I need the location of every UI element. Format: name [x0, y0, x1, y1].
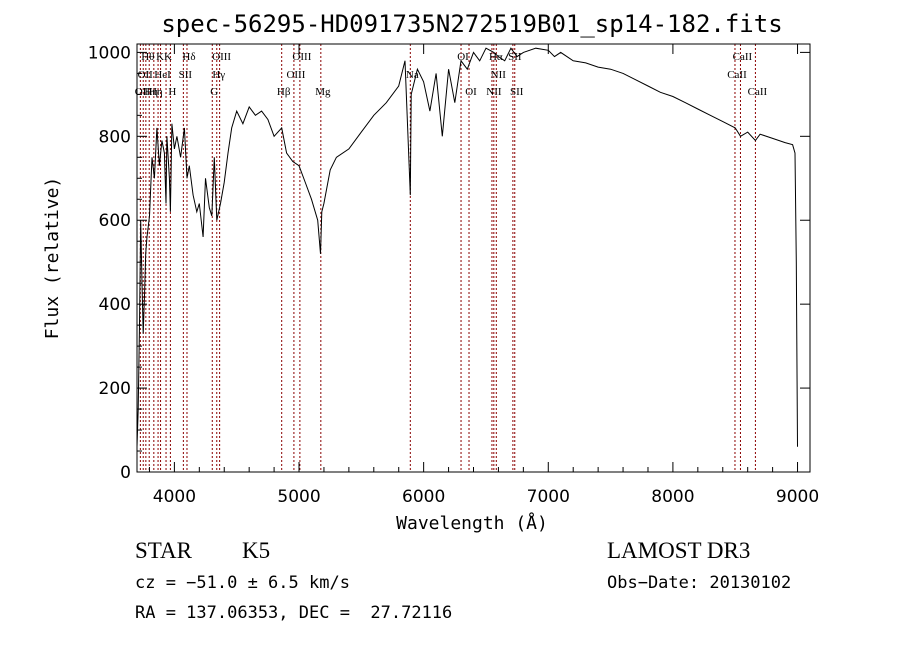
y-axis: 0 200 400 600 800 1000 [88, 43, 810, 483]
spectral-line-markers [139, 44, 756, 472]
line-label: H [168, 86, 176, 98]
chart-title: spec-56295-HD091735N272519B01_sp14-182.f… [161, 10, 782, 38]
coordinates: RA = 137.06353, DEC = 27.72116 [135, 603, 453, 623]
x-axis-label: Wavelength (Å) [396, 512, 548, 534]
line-label: OIII [286, 69, 305, 81]
line-label: OII [138, 69, 154, 81]
line-label: Hη [144, 86, 158, 98]
object-subclass: K5 [242, 538, 271, 563]
x-tick-label: 7000 [527, 487, 570, 507]
spectrum-line [136, 47, 798, 447]
x-tick-label: 5000 [277, 487, 320, 507]
line-label: CaII [748, 86, 768, 98]
plot-frame [136, 43, 811, 473]
spectral-line-labels: OIIOIIHθHηHηKHeIKHSIIHδGHγOIIIHβOIIIOIII… [135, 51, 768, 98]
line-label: K [156, 51, 164, 63]
line-label: G [210, 86, 218, 98]
x-tick-label: 4000 [153, 487, 196, 507]
x-axis: 4000 5000 6000 7000 8000 9000 [148, 44, 819, 507]
line-label: Hβ [277, 86, 291, 98]
line-label: Hγ [212, 69, 225, 81]
y-tick-label: 1000 [88, 43, 131, 63]
line-label: CaII [733, 51, 753, 63]
line-label: NII [486, 86, 502, 98]
y-tick-label: 400 [99, 295, 131, 315]
line-label: OI [465, 86, 477, 98]
line-label: Mg [315, 86, 331, 98]
y-tick-label: 0 [120, 463, 131, 483]
spectrum-chart: spec-56295-HD091735N272519B01_sp14-182.f… [42, 10, 819, 534]
line-label: SII [179, 69, 193, 81]
line-label: Hθ [141, 51, 154, 63]
x-tick-label: 9000 [776, 487, 819, 507]
line-label: HeI [154, 69, 171, 81]
line-label: OI [457, 51, 469, 63]
line-label: Hδ [182, 51, 195, 63]
y-axis-label: Flux (relative) [42, 177, 63, 340]
line-label: OII [135, 86, 151, 98]
velocity: cz = −51.0 ± 6.5 km/s [135, 573, 350, 593]
line-label: CaII [727, 69, 747, 81]
line-label: SII [510, 86, 524, 98]
line-label: K [164, 51, 172, 63]
y-tick-label: 600 [99, 211, 131, 231]
y-tick-label: 800 [99, 127, 131, 147]
line-label: NII [491, 69, 507, 81]
x-tick-label: 6000 [402, 487, 445, 507]
observation-date: Obs−Date: 20130102 [607, 573, 792, 593]
survey-release: LAMOST DR3 [607, 538, 751, 563]
line-label: OIII [212, 51, 231, 63]
y-tick-label: 200 [99, 379, 131, 399]
x-tick-label: 8000 [651, 487, 694, 507]
line-label: Hα [489, 51, 503, 63]
object-class: STAR [135, 538, 192, 563]
line-label: Hη [149, 86, 163, 98]
line-label: OIII [292, 51, 311, 63]
line-label: SII [508, 51, 522, 63]
